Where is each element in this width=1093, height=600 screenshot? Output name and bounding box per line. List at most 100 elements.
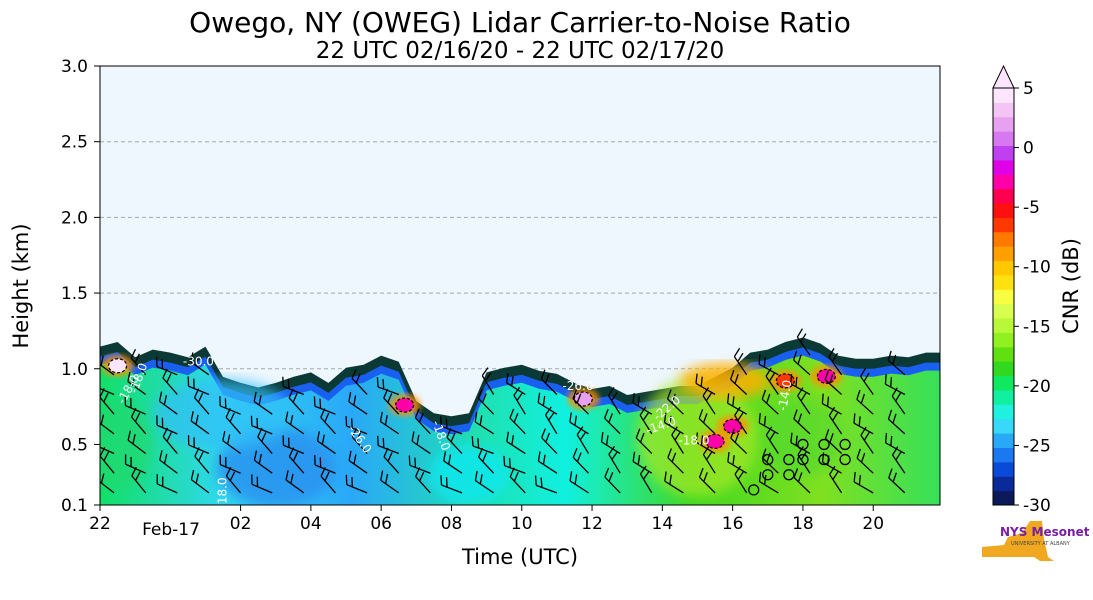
calm-circle bbox=[748, 484, 760, 496]
wind-barb-flag bbox=[860, 367, 867, 377]
x-tick-label: 18 bbox=[792, 514, 814, 534]
wind-barb-shaft bbox=[513, 394, 526, 415]
wind-barb bbox=[348, 450, 368, 474]
wind-barb-flag bbox=[130, 456, 132, 467]
colorbar-segment bbox=[993, 361, 1014, 377]
wind-barb bbox=[506, 431, 526, 455]
wind-barb bbox=[797, 387, 811, 415]
wind-barb bbox=[90, 376, 115, 396]
wind-barb-shaft bbox=[733, 356, 748, 376]
wind-barb-shaft bbox=[509, 417, 526, 435]
wind-barb-flag bbox=[828, 406, 836, 416]
wind-barb bbox=[443, 451, 463, 474]
wind-barb-flag bbox=[856, 448, 861, 459]
wind-barb-flag bbox=[90, 435, 97, 445]
wind-barb bbox=[856, 389, 874, 415]
wind-barb-shaft bbox=[856, 398, 874, 415]
wind-barb bbox=[440, 475, 463, 494]
wind-barb bbox=[127, 430, 147, 455]
wind-barb bbox=[856, 448, 874, 474]
wind-barb-flag bbox=[761, 448, 767, 459]
wind-barb-flag bbox=[793, 409, 798, 420]
y-tick-label: 3.0 bbox=[61, 57, 88, 77]
wind-barb-shaft bbox=[698, 418, 716, 435]
wind-barb-shaft bbox=[888, 477, 906, 494]
wind-barb bbox=[884, 374, 906, 396]
wind-barb-shaft bbox=[127, 439, 147, 455]
wind-barb-flag bbox=[448, 454, 452, 465]
contour-label: -18.0 bbox=[216, 477, 230, 508]
wind-barb bbox=[540, 369, 558, 395]
signal-patch bbox=[680, 362, 771, 399]
wind-barb bbox=[604, 467, 621, 494]
calm-circle bbox=[839, 438, 851, 451]
colorbar-segment bbox=[993, 188, 1014, 204]
wind-barb-flag bbox=[637, 396, 640, 407]
wind-barb-flag bbox=[509, 408, 515, 419]
wind-barb-flag bbox=[90, 376, 97, 386]
wind-barb-flag bbox=[732, 455, 735, 466]
wind-barb-shaft bbox=[380, 421, 400, 435]
y-tick-label: 1.0 bbox=[61, 360, 88, 380]
wind-barb-flag bbox=[828, 348, 835, 358]
wind-barb-flag bbox=[663, 412, 667, 423]
calm-circle bbox=[797, 438, 809, 451]
wind-barb bbox=[727, 452, 748, 474]
wind-barb-shaft bbox=[790, 383, 811, 396]
wind-barb-flag bbox=[513, 471, 519, 482]
wind-barb bbox=[440, 416, 463, 435]
wind-barb-flag bbox=[321, 434, 325, 445]
wind-barb-flag bbox=[482, 452, 488, 462]
wind-barb-flag bbox=[163, 395, 168, 405]
colorbar-tick-label: 5 bbox=[1023, 79, 1034, 99]
wind-barb-flag bbox=[632, 451, 636, 462]
x-tick-label: 22 bbox=[89, 514, 111, 534]
wind-barb-flag bbox=[479, 474, 483, 485]
wind-barb bbox=[130, 349, 147, 376]
wind-barb-shaft bbox=[477, 397, 495, 415]
y-tick-label: 0.1 bbox=[61, 496, 88, 516]
x-tick-label: 04 bbox=[300, 514, 322, 534]
wind-barb-flag bbox=[103, 451, 110, 462]
wind-barb-shaft bbox=[481, 375, 495, 395]
wind-barb-flag bbox=[135, 471, 141, 481]
wind-barb-flag bbox=[416, 434, 420, 445]
wind-barb-flag bbox=[484, 372, 492, 382]
wind-barb-shaft bbox=[607, 395, 621, 415]
wind-barb bbox=[853, 472, 874, 494]
wind-barb bbox=[481, 367, 495, 395]
wind-barb-flag bbox=[695, 432, 699, 443]
wind-barb-flag bbox=[419, 471, 425, 482]
wind-barb-flag bbox=[227, 434, 231, 445]
wind-barb-flag bbox=[545, 432, 551, 443]
wind-barb-shaft bbox=[695, 441, 716, 455]
wind-barb-flag bbox=[132, 375, 136, 386]
wind-barb-flag bbox=[166, 432, 172, 442]
wind-barb-shaft bbox=[639, 414, 653, 435]
wind-barb-flag bbox=[353, 454, 357, 465]
wind-barb-flag bbox=[130, 349, 137, 359]
wind-barb-shaft bbox=[828, 356, 843, 376]
wind-barb-shaft bbox=[734, 415, 748, 435]
wind-barb-flag bbox=[734, 432, 740, 443]
wind-barb bbox=[124, 395, 146, 415]
wind-barb bbox=[285, 470, 305, 494]
wind-barb bbox=[793, 409, 811, 435]
wind-barb-shaft bbox=[509, 476, 526, 494]
wind-barb-flag bbox=[355, 432, 362, 442]
wind-barb-flag bbox=[795, 376, 798, 387]
wind-barb-flag bbox=[516, 392, 524, 401]
wind-barb bbox=[792, 350, 811, 376]
wind-barb-shaft bbox=[225, 416, 242, 435]
wind-barb bbox=[253, 391, 273, 415]
wind-barb-flag bbox=[387, 393, 393, 403]
wind-barb-flag bbox=[162, 476, 164, 487]
wind-barb-flag bbox=[345, 416, 348, 427]
wind-barb-flag bbox=[379, 411, 383, 422]
wind-barb-flag bbox=[763, 474, 767, 485]
wind-barb bbox=[733, 347, 748, 376]
wind-barb-shaft bbox=[537, 401, 558, 415]
x-tick-label: 10 bbox=[511, 514, 533, 534]
wind-barb bbox=[537, 392, 558, 415]
wind-barb-flag bbox=[187, 376, 190, 387]
